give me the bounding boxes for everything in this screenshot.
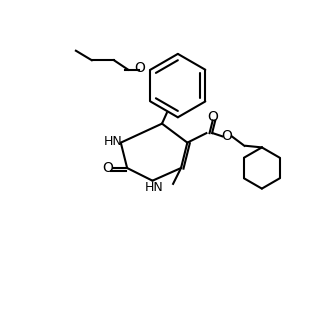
Text: HN: HN — [145, 180, 163, 194]
Text: HN: HN — [103, 134, 122, 148]
Text: O: O — [134, 61, 145, 75]
Text: O: O — [103, 161, 113, 175]
Text: O: O — [207, 110, 218, 124]
Text: O: O — [222, 129, 232, 143]
